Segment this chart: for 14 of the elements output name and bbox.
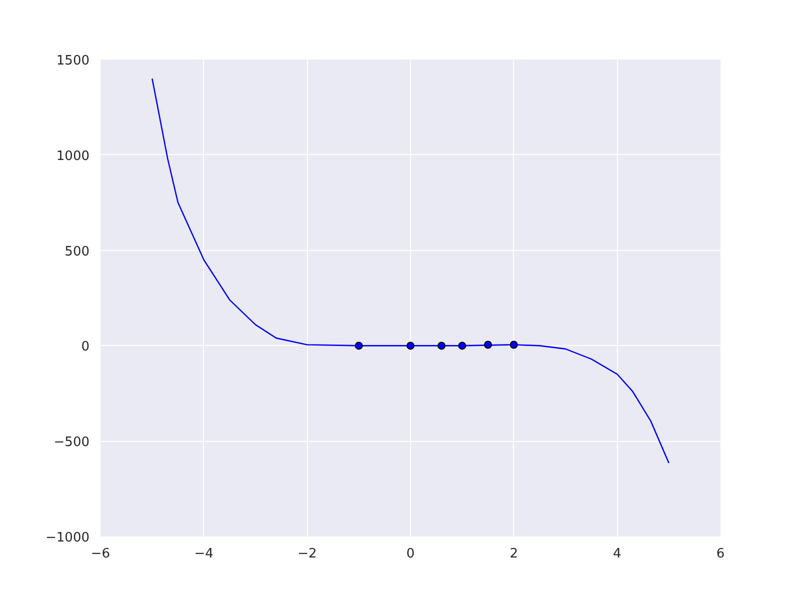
line-series (152, 78, 670, 464)
x-tick-label: 2 (510, 546, 518, 562)
y-tick-label: 500 (64, 244, 90, 260)
y-tick-label: 1000 (56, 148, 90, 164)
x-tick-label: 6 (716, 546, 725, 562)
x-tick-label: 0 (406, 546, 415, 562)
x-tick-label: −4 (194, 546, 214, 562)
y-tick-label: 1500 (56, 54, 90, 68)
y-tick-label: 0 (81, 340, 90, 355)
y-tick-label: −1000 (46, 530, 90, 546)
x-tick-label: −6 (90, 546, 110, 562)
x-tick-label: −2 (298, 546, 317, 562)
y-tick-label: −500 (54, 435, 90, 450)
x-tick-label: 4 (613, 546, 622, 562)
